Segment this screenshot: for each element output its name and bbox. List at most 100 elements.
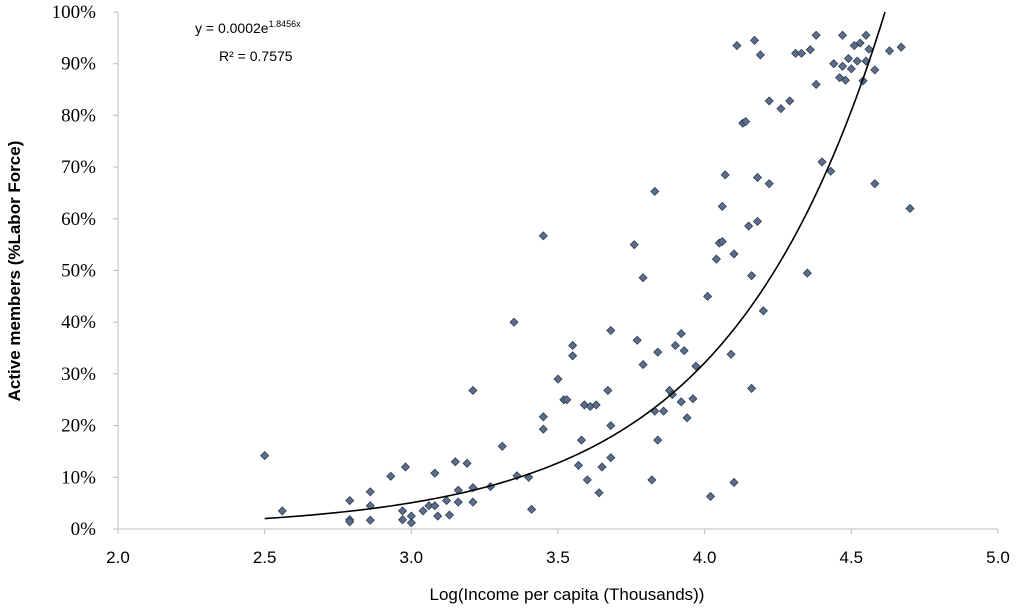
data-point [430, 468, 440, 478]
data-point [752, 216, 763, 226]
data-point [430, 501, 440, 511]
y-tick-label: 30% [61, 364, 96, 385]
data-point [758, 306, 768, 316]
data-point [594, 488, 604, 498]
data-point [764, 179, 774, 189]
data-point [829, 59, 839, 69]
data-point [811, 30, 821, 40]
data-point [717, 236, 727, 247]
data-point [538, 424, 548, 434]
data-point [884, 46, 895, 56]
x-tick-label: 4.0 [693, 548, 717, 567]
data-point [638, 360, 648, 370]
data-point [647, 475, 657, 485]
y-tick-label: 40% [61, 312, 96, 333]
data-point [776, 104, 786, 114]
data-point [861, 30, 871, 40]
data-point [453, 497, 463, 507]
data-point [568, 340, 578, 351]
data-point [864, 44, 874, 54]
y-tick-label: 90% [61, 54, 96, 75]
x-axis-ticks: 2.0 2.5 3.0 3.5 4.0 4.5 5.0 [106, 529, 1010, 567]
x-tick-label: 3.5 [546, 548, 570, 567]
data-point [562, 395, 572, 405]
data-point [670, 340, 680, 351]
data-point [450, 457, 460, 467]
data-point [568, 351, 578, 361]
data-point [785, 96, 795, 106]
data-point [720, 170, 730, 180]
data-point [711, 254, 721, 264]
data-point [679, 346, 689, 356]
data-point [744, 221, 754, 231]
y-tick-label: 20% [61, 416, 96, 437]
data-point [573, 460, 584, 470]
data-point [365, 487, 375, 497]
data-point [896, 42, 906, 52]
y-axis-ticks: 0% 10% 20% 30% 40% 50% 60% 70% 80% 90% 100% [52, 2, 118, 540]
data-point [406, 518, 416, 528]
exponential-trendline [264, 11, 886, 520]
data-point [386, 471, 396, 481]
data-point [729, 477, 739, 488]
x-tick-label: 4.5 [840, 548, 864, 567]
data-point [855, 38, 865, 48]
y-tick-label: 0% [71, 519, 97, 540]
data-point [747, 383, 757, 393]
data-point [682, 413, 692, 423]
data-point [852, 56, 862, 66]
data-point [345, 517, 355, 527]
y-tick-label: 70% [61, 157, 96, 178]
data-point [538, 231, 548, 241]
data-point [591, 400, 601, 410]
data-point [805, 45, 815, 55]
data-point [717, 201, 727, 211]
data-point [418, 506, 428, 516]
data-point [653, 347, 663, 357]
data-point [597, 462, 607, 472]
data-point [811, 79, 821, 89]
data-point [397, 506, 408, 516]
data-point [397, 515, 408, 525]
data-point [726, 349, 736, 359]
data-point [837, 30, 848, 40]
y-tick-label: 50% [61, 261, 96, 282]
data-point [870, 179, 880, 189]
data-point [659, 406, 669, 416]
data-point [260, 451, 270, 461]
data-point [638, 273, 648, 283]
data-point [843, 53, 853, 64]
data-point [729, 249, 739, 259]
data-point [433, 511, 443, 521]
data-point [653, 435, 663, 445]
x-axis-title: Log(Income per capita (Thousands)) [430, 585, 705, 604]
data-point [444, 510, 455, 520]
data-point [741, 117, 751, 127]
data-point [629, 240, 639, 250]
x-tick-label: 2.0 [106, 548, 130, 567]
data-point [527, 504, 537, 514]
data-point [755, 50, 765, 60]
data-points [260, 30, 915, 528]
data-point [576, 435, 587, 445]
data-point [603, 385, 613, 396]
y-tick-label: 100% [52, 2, 97, 23]
data-point [650, 186, 660, 196]
y-axis-title: Active members (%Labor Force) [5, 141, 24, 402]
y-tick-label: 80% [61, 105, 96, 126]
data-point [705, 491, 716, 501]
data-point [870, 65, 880, 75]
x-tick-label: 5.0 [986, 548, 1010, 567]
data-point [400, 462, 411, 472]
data-point [817, 157, 827, 167]
data-point [676, 397, 686, 407]
data-point [606, 325, 616, 336]
data-point [441, 495, 452, 506]
data-point [752, 172, 763, 183]
data-point [747, 271, 757, 281]
data-point [632, 335, 642, 345]
data-point [676, 329, 686, 339]
data-point [796, 48, 807, 58]
data-point [846, 64, 856, 74]
data-point [905, 203, 915, 214]
